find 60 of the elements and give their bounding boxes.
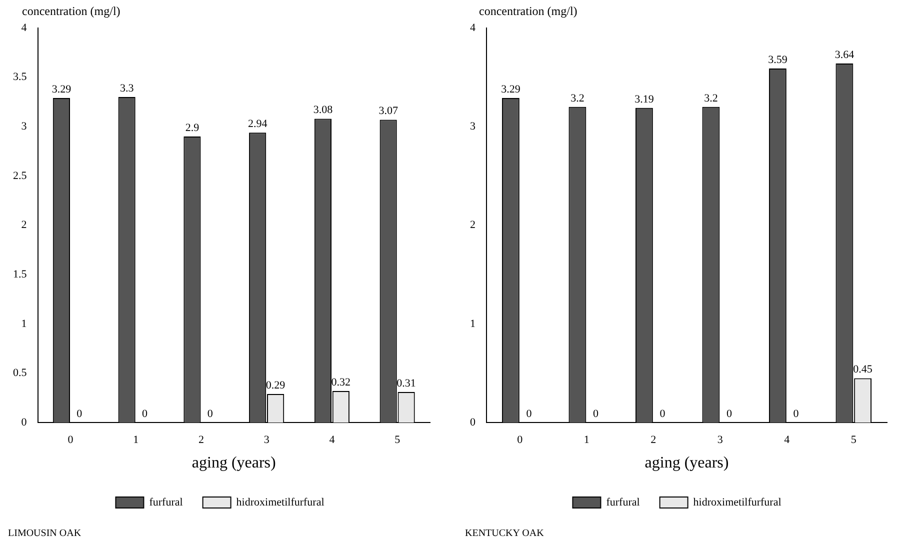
y-tick-label: 1 [21, 318, 27, 330]
y-axis-title: concentration (mg/l) [22, 4, 120, 19]
x-tick-label: 5 [850, 434, 857, 446]
data-label: 0 [142, 408, 148, 420]
y-tick-label: 1 [470, 318, 476, 330]
data-label: 0 [76, 408, 83, 420]
y-tick-label: 3 [21, 120, 28, 133]
y-tick-label: 3.5 [13, 71, 28, 84]
data-label: 3.2 [704, 92, 718, 104]
x-tick-label: 0 [517, 434, 524, 446]
x-tick-label: 3 [264, 434, 270, 446]
data-label: 3.59 [768, 54, 788, 66]
data-label: 0 [726, 408, 733, 420]
data-label: 3.08 [313, 104, 334, 116]
y-tick-label: 0 [470, 416, 476, 428]
y-tick-label: 1.5 [13, 268, 28, 281]
data-label: 3.3 [120, 82, 134, 94]
legend-label: hidroximetilfurfural [693, 496, 782, 508]
data-label: 2.9 [185, 122, 200, 134]
data-label: 3.29 [501, 83, 521, 96]
data-label: 3.07 [378, 105, 398, 118]
x-tick-label: 4 [329, 434, 336, 446]
x-tick-label: 5 [394, 434, 401, 446]
data-label: 0.29 [266, 379, 286, 392]
text: LIMOUSIN OAK [8, 528, 82, 539]
x-tick-label: 1 [584, 434, 590, 446]
data-label: 3.64 [834, 48, 855, 61]
y-tick-label: 2 [21, 219, 27, 232]
data-label: 0.45 [853, 364, 873, 376]
legend-label: hidroximetilfurfural [236, 496, 324, 508]
x-axis-title: aging (years) [644, 454, 729, 472]
data-label: 0 [793, 408, 800, 420]
data-label: 0 [593, 408, 600, 420]
legend-label: furfural [606, 496, 640, 508]
data-label: 0.31 [396, 377, 416, 390]
y-tick-label: 0.5 [13, 367, 28, 380]
data-label: 0 [526, 408, 532, 420]
x-tick-label: 1 [133, 434, 139, 446]
legend-label: furfural [149, 496, 183, 508]
y-axis-title: concentration (mg/l) [479, 4, 578, 19]
text: KENTUCKY OAK [465, 528, 544, 539]
data-label: 0 [207, 408, 214, 420]
x-tick-label: 0 [68, 434, 74, 446]
data-label: 3.29 [52, 83, 72, 96]
x-tick-label: 4 [784, 434, 790, 446]
y-tick-label: 4 [470, 22, 476, 34]
x-axis-title: aging (years) [192, 454, 276, 472]
x-tick-label: 2 [650, 434, 656, 446]
y-tick-label: 2 [470, 219, 476, 232]
x-tick-label: 2 [198, 434, 204, 446]
data-label: 0 [660, 408, 666, 420]
y-tick-label: 3 [470, 120, 476, 133]
data-label: 2.94 [248, 118, 268, 130]
x-tick-label: 3 [717, 434, 724, 446]
y-tick-label: 2.5 [13, 170, 28, 182]
data-label: 3.19 [634, 93, 654, 106]
data-label: 3.2 [570, 92, 584, 104]
y-tick-label: 4 [21, 22, 28, 34]
data-label: 0.32 [331, 376, 351, 388]
y-tick-label: 0 [21, 416, 28, 428]
